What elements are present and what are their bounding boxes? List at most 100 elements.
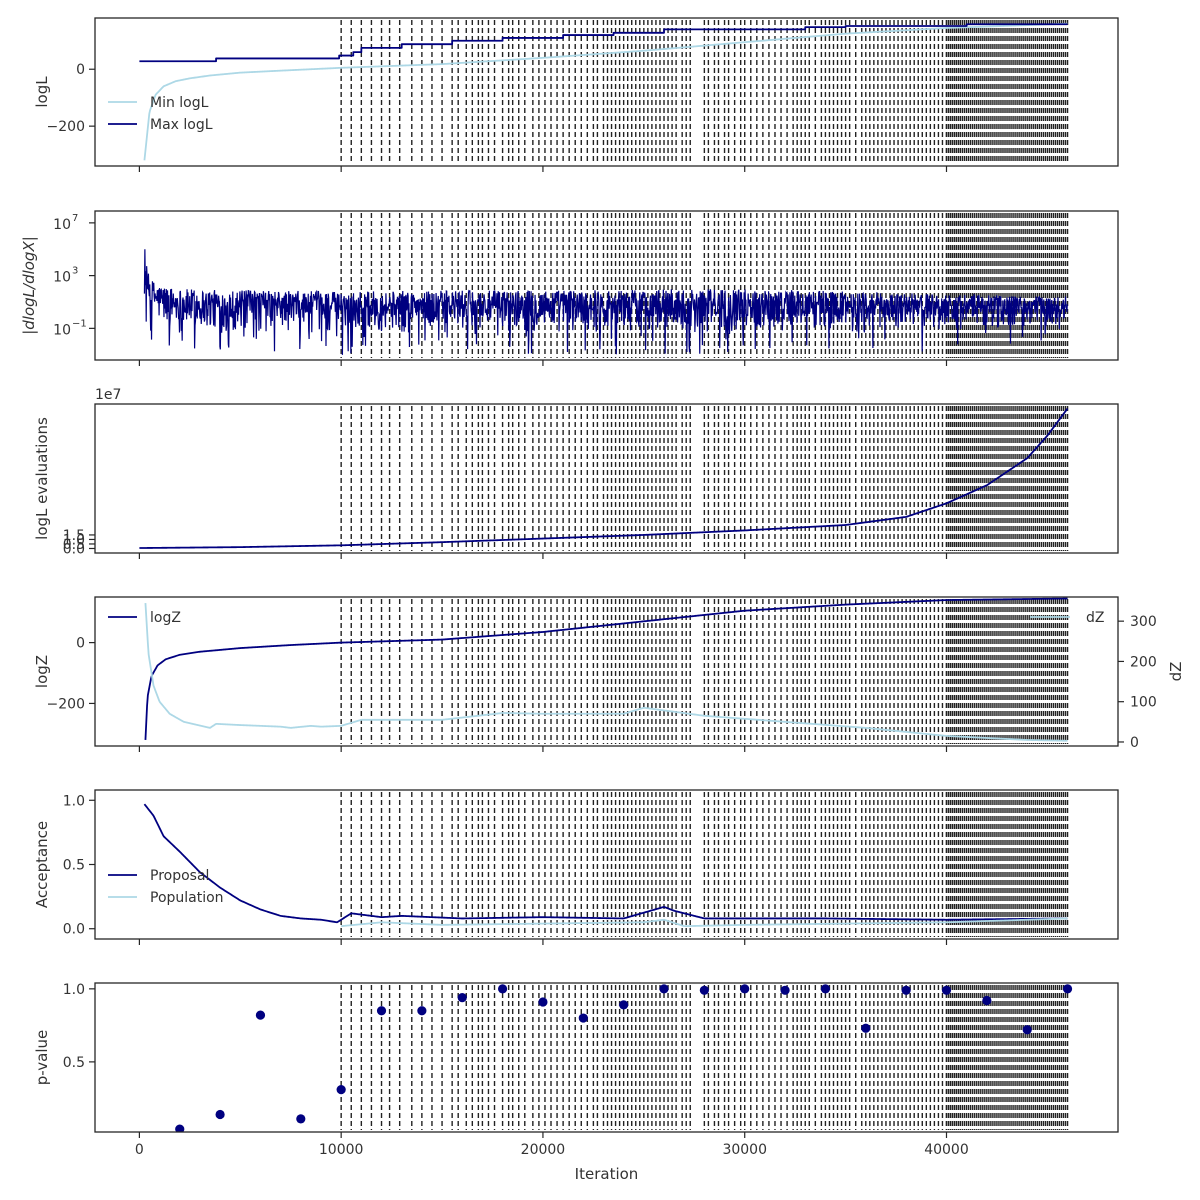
axes-frame: [94, 596, 1119, 747]
p-value-point: [820, 984, 831, 994]
x-tick-label: 40000: [924, 1142, 969, 1158]
p-value-point: [861, 1023, 871, 1033]
iteration-vlines: [340, 985, 1069, 1130]
plot-area: [139, 406, 1069, 551]
x-tick-label: 30000: [722, 1142, 767, 1158]
y-right-axis-label: dZ: [1167, 662, 1185, 682]
y-tick-label: 1.0: [63, 982, 85, 998]
y-tick-exponent: −1: [72, 318, 87, 329]
plot-area: [143, 213, 1069, 358]
p-value-point: [215, 1109, 225, 1120]
y-right-tick-label: 200: [1130, 654, 1157, 670]
p-value-point: [619, 1000, 629, 1010]
y-tick-label: 10: [53, 270, 71, 286]
plot-area: [175, 984, 1073, 1132]
y-axis-label: Acceptance: [33, 821, 51, 908]
x-tick-label: 0: [135, 1142, 144, 1158]
y-axis-label: logL: [33, 76, 51, 108]
legend-label: Population: [150, 890, 224, 906]
p-value-point: [780, 985, 790, 995]
legend-label: Proposal: [150, 868, 209, 884]
y-tick-exponent: 7: [72, 213, 78, 224]
p-value-point: [336, 1085, 346, 1095]
y-right-tick-label: 100: [1130, 695, 1157, 711]
p-value-point: [175, 1124, 185, 1132]
plot-area: [144, 597, 1069, 744]
p-value-point: [1062, 984, 1073, 994]
p-value-point: [941, 985, 952, 995]
iteration-vlines: [340, 792, 1069, 937]
plot-area: [143, 792, 1069, 937]
y-axis-label: logZ: [33, 655, 51, 688]
series-min-logl: [143, 22, 1068, 161]
p-value-point: [578, 1013, 588, 1023]
p-value-point: [296, 1114, 306, 1124]
p-value-point: [376, 1006, 387, 1016]
panel-logz: 0 −200 0 100 200 300 dZ logZ logZ dZ: [33, 596, 1185, 752]
series-logz: [144, 597, 1069, 740]
plot-area: [139, 20, 1069, 164]
y-tick-label: 10: [53, 322, 71, 338]
panel-dlogl: 10 710 310 −1|dlogL/dlogX|: [20, 210, 1119, 366]
legend-label: Max logL: [150, 117, 213, 133]
panel-pvalue: 0 10000 20000 30000 40000 0.5 1.0 p-value Iterat…: [33, 982, 1119, 1183]
axes-frame: [94, 403, 1119, 554]
y-tick-label: −200: [47, 119, 85, 135]
panel-acceptance: 0.0 0.5 1.0 Acceptance Proposal Population: [33, 789, 1119, 945]
y-axis-label: |dlogL/dlogX|: [20, 236, 38, 335]
y-tick-label: −200: [47, 696, 85, 712]
panel-evals: 0.00.51.01.5 1e7 logL evaluations: [33, 387, 1119, 559]
y-tick-label: 1.0: [63, 793, 85, 809]
iteration-vlines: [340, 213, 1069, 358]
y-tick-label: 1.5: [63, 528, 85, 544]
iteration-vlines: [340, 599, 1069, 744]
series-population: [341, 917, 1068, 928]
legend-label: Min logL: [150, 95, 209, 111]
axes-frame: [94, 17, 1119, 167]
y-tick-exponent: 3: [72, 266, 78, 277]
axes-frame: [94, 210, 1119, 361]
p-value-point: [982, 995, 992, 1006]
p-value-point: [457, 993, 467, 1003]
panel-logl: 0 −200 logL Min logL Max logL: [33, 17, 1119, 172]
y-tick-label: 0: [76, 636, 85, 652]
series-p-value: [175, 984, 1073, 1132]
legend-label: logZ: [150, 610, 181, 626]
series-dz: [144, 602, 1069, 742]
y-tick-label: 0.0: [63, 922, 85, 938]
p-value-point: [255, 1010, 266, 1020]
y-right-tick-label: 300: [1130, 614, 1157, 630]
y-tick-label: 0.5: [63, 858, 85, 874]
legend: dZ: [1030, 610, 1104, 626]
p-value-point: [659, 984, 669, 994]
y-tick-label: 0.5: [63, 537, 85, 553]
axes-frame: [94, 982, 1119, 1133]
y-axis-label: p-value: [33, 1030, 51, 1086]
p-value-point: [1022, 1025, 1032, 1035]
legend: Min logL Max logL: [108, 95, 213, 133]
y-axis-label: logL evaluations: [33, 417, 51, 540]
x-axis-label: Iteration: [575, 1165, 639, 1183]
legend: Proposal Population: [108, 868, 224, 906]
y-tick-label: 0.5: [63, 1055, 85, 1071]
y-tick-label: 1.0: [63, 532, 85, 548]
iteration-vlines: [340, 406, 1069, 551]
p-value-point: [417, 1006, 427, 1016]
legend: logZ: [108, 610, 181, 626]
y-tick-label: 10: [53, 217, 71, 233]
p-value-point: [699, 985, 709, 995]
legend-label: dZ: [1086, 610, 1104, 626]
p-value-point: [901, 985, 911, 995]
y-right-tick-label: 0: [1130, 735, 1139, 751]
x-tick-label: 10000: [319, 1142, 364, 1158]
offset-text: 1e7: [95, 387, 121, 403]
y-tick-label: 0: [76, 62, 85, 78]
p-value-point: [497, 984, 508, 994]
iteration-vlines: [340, 20, 1069, 164]
series-proposal: [143, 803, 1068, 924]
series--dlogl-dlogx-: [143, 249, 1068, 355]
y-tick-label: 0.0: [63, 541, 85, 557]
series-logl-evaluations: [139, 407, 1069, 549]
